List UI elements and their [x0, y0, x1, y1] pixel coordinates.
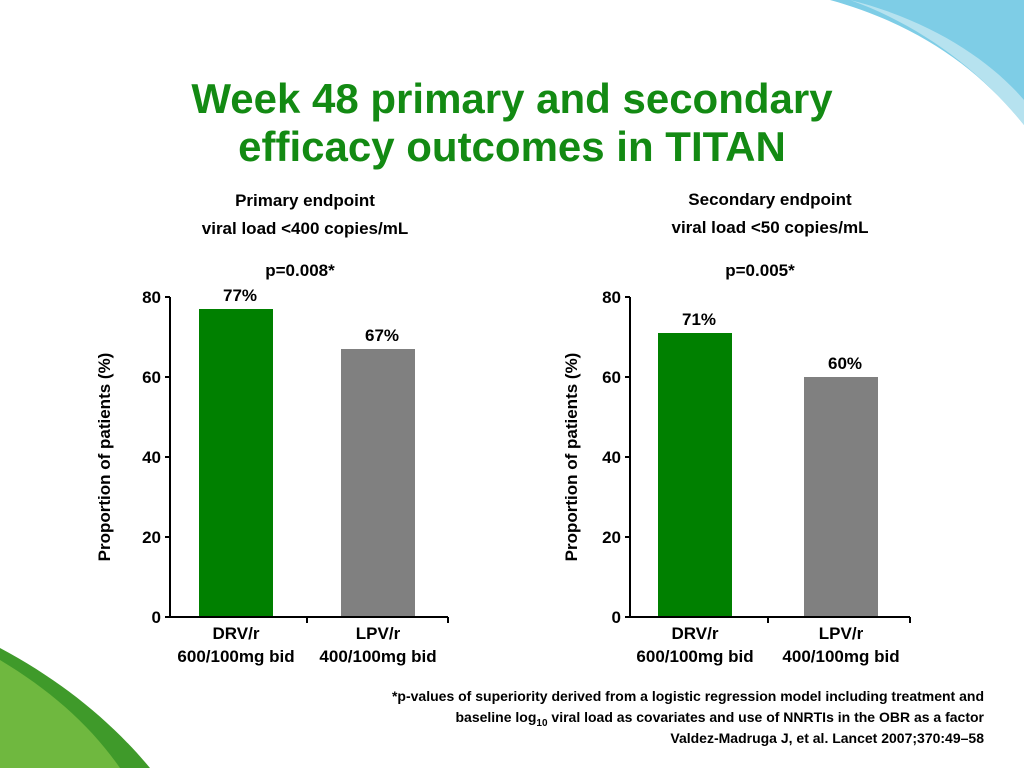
y-tick-label: 20 [602, 528, 621, 547]
value-label: 60% [828, 354, 862, 373]
y-tick-label: 80 [602, 288, 621, 307]
bar [804, 377, 878, 617]
chart-subtitle: Primary endpoint viral load <400 copies/m… [202, 191, 408, 238]
y-tick-label: 60 [602, 368, 621, 387]
y-tick-label: 40 [142, 448, 161, 467]
value-label: 67% [365, 326, 399, 345]
footnote: *p-values of superiority derived from a … [392, 688, 984, 704]
x-tick-label: LPV/r 400/100mg bid [782, 624, 899, 666]
value-label: 77% [223, 286, 257, 305]
corner-decoration [0, 660, 120, 768]
footnote-text: baseline log [455, 709, 536, 725]
footnote: Valdez-Madruga J, et al. Lancet 2007;370… [670, 730, 984, 746]
y-axis-label: Proportion of patients (%) [562, 353, 581, 562]
y-tick-label: 60 [142, 368, 161, 387]
bar [341, 349, 415, 617]
bar [658, 333, 732, 617]
p-value: p=0.008* [265, 261, 335, 280]
y-tick-label: 80 [142, 288, 161, 307]
bar [199, 309, 273, 617]
x-tick-label: DRV/r 600/100mg bid [636, 624, 753, 666]
corner-decoration [830, 0, 1024, 125]
x-tick-label: LPV/r 400/100mg bid [319, 624, 436, 666]
chart-subtitle: Secondary endpoint viral load <50 copies/… [671, 190, 868, 237]
y-tick-label: 0 [612, 608, 621, 627]
slide-title: Week 48 primary and secondary efficacy ou… [191, 75, 833, 170]
p-value: p=0.005* [725, 261, 795, 280]
y-tick-label: 0 [152, 608, 161, 627]
value-label: 71% [682, 310, 716, 329]
footnote-text: viral load as covariates and use of NNRT… [548, 709, 985, 725]
x-tick-label: DRV/r 600/100mg bid [177, 624, 294, 666]
footnote: baseline log10 viral load as covariates … [455, 709, 984, 729]
y-axis-label: Proportion of patients (%) [95, 353, 114, 562]
y-tick-label: 20 [142, 528, 161, 547]
footnote-subscript: 10 [536, 718, 548, 729]
y-tick-label: 40 [602, 448, 621, 467]
